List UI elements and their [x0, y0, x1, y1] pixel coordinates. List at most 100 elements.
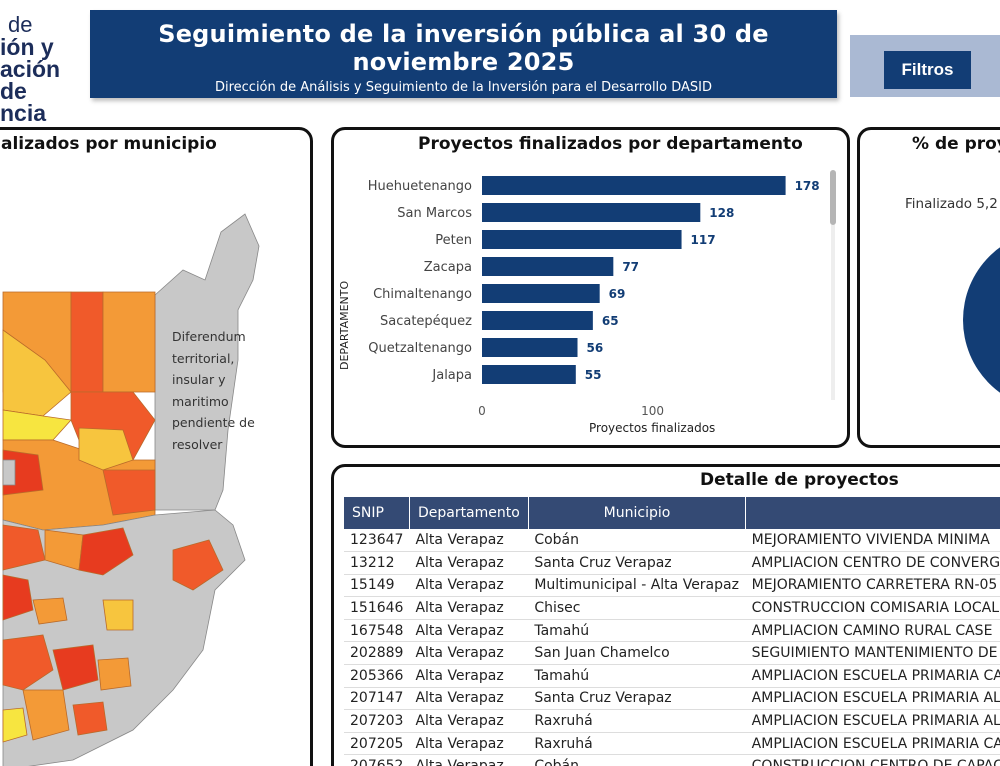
map-region-south-6 [2, 574, 34, 621]
cell-proyecto: SEGUIMIENTO MANTENIMIENTO DE [745, 641, 1000, 666]
filters-button[interactable]: Filtros [884, 51, 971, 89]
cell-municipio: Cobán [528, 754, 746, 766]
municipality-map[interactable] [0, 130, 313, 766]
page-title: Seguimiento de la inversión pública al 3… [158, 20, 769, 76]
cell-proyecto: AMPLIACION CENTRO DE CONVERG [745, 551, 1000, 575]
logo-line-2: ión y [0, 34, 54, 60]
cell-departamento: Alta Verapaz [409, 551, 529, 575]
map-region-peten-2 [70, 291, 104, 393]
cell-snip: 207652 [344, 754, 410, 766]
pie-slice-label: Finalizado 5,2 [905, 196, 998, 212]
bar-value-label: 178 [795, 179, 820, 193]
logo-line-4: ncia [0, 100, 47, 126]
cell-departamento: Alta Verapaz [409, 641, 529, 666]
project-table: SNIP Departamento Municipio 123647 Alta V… [344, 497, 1000, 766]
cell-departamento: Alta Verapaz [409, 529, 529, 553]
cell-departamento: Alta Verapaz [409, 596, 529, 620]
cell-departamento: Alta Verapaz [409, 664, 529, 688]
cell-proyecto: MEJORAMIENTO VIVIENDA MINIMA [745, 529, 1000, 553]
cell-departamento: Alta Verapaz [409, 732, 529, 756]
bar[interactable] [482, 338, 578, 357]
table-row[interactable]: 207147 Alta Verapaz Santa Cruz Verapaz AMPL… [344, 687, 1000, 711]
cell-snip: 205366 [344, 664, 410, 688]
table-title: Detalle de proyectos [700, 470, 899, 490]
map-region-south-9 [2, 634, 54, 691]
logo: de ión y ación de ncia [0, 12, 90, 126]
map-region-south-12 [22, 689, 70, 741]
bar-chart-title: Proyectos finalizados por departamento [418, 134, 803, 154]
map-region-south-14 [72, 701, 108, 736]
category-label: Peten [435, 233, 472, 248]
category-label: Chimaltenango [373, 287, 472, 302]
cell-municipio: Santa Cruz Verapaz [528, 687, 746, 711]
map-region-south-13 [2, 707, 28, 743]
x-tick-label: 0 [478, 404, 486, 418]
diferendum-note: Diferendum territorial, insular y mariti… [172, 329, 255, 452]
y-axis-label: DEPARTAMENTO [338, 280, 351, 370]
bar[interactable] [482, 284, 600, 303]
cell-municipio: Tamahú [528, 619, 746, 643]
map-region-south-8 [102, 599, 134, 631]
cell-proyecto: CONSTRUCCION COMISARIA LOCAL [745, 596, 1000, 620]
cell-proyecto: MEJORAMIENTO CARRETERA RN-05 [745, 574, 1000, 598]
map-region-peten-4 [2, 329, 72, 417]
map-region-central-2 [78, 427, 134, 471]
cell-proyecto: AMPLIACION CAMINO RURAL CASE [745, 619, 1000, 643]
col-header-departamento[interactable]: Departamento [409, 497, 529, 529]
table-row[interactable]: 207203 Alta Verapaz Raxruhá AMPLIACION ESCU… [344, 709, 1000, 733]
bar-value-label: 128 [709, 206, 734, 220]
pie-chart-title: % de proy [912, 134, 1000, 154]
bar-value-label: 77 [622, 260, 639, 274]
logo-line-1: de [8, 12, 33, 37]
bar[interactable] [482, 230, 682, 249]
table-row[interactable]: 207652Alta VerapazCobánCONSTRUCCION CENT… [344, 754, 1000, 766]
table-row[interactable]: 13212 Alta Verapaz Santa Cruz Verapaz AMPLI… [344, 551, 1000, 575]
table-row[interactable]: 202889 Alta Verapaz San Juan Chamelco SEGUI… [344, 641, 1000, 666]
bar-chart-panel: Proyectos finalizados por departamento H… [331, 127, 850, 448]
category-label: Quetzaltenango [368, 341, 472, 356]
cell-municipio: Tamahú [528, 664, 746, 688]
cell-municipio: Santa Cruz Verapaz [528, 551, 746, 575]
cell-proyecto: AMPLIACION ESCUELA PRIMARIA CA [745, 664, 1000, 688]
category-label: Huehuetenango [368, 179, 472, 194]
bar[interactable] [482, 257, 614, 276]
x-tick-label: 100 [641, 404, 664, 418]
chart-scrollbar-track [831, 225, 835, 400]
col-header-municipio[interactable]: Municipio [528, 497, 747, 529]
cell-proyecto: CONSTRUCCION CENTRO DE CAPAC [745, 754, 1000, 766]
table-row[interactable]: 167548 Alta Verapaz Tamahú AMPLIACION CAMIN… [344, 619, 1000, 643]
bar[interactable] [482, 176, 786, 195]
table-row[interactable]: 15149 Alta Verapaz Multimunicipal - Alta V… [344, 574, 1000, 598]
title-banner: Seguimiento de la inversión pública al 3… [90, 10, 837, 98]
table-header-row: SNIP Departamento Municipio [344, 497, 1000, 529]
table-row[interactable]: 207205 Alta Verapaz Raxruhá AMPLIACION ESCU… [344, 732, 1000, 756]
bar[interactable] [482, 311, 593, 330]
cell-municipio: Chisec [528, 596, 746, 620]
cell-proyecto: AMPLIACION ESCUELA PRIMARIA AL [745, 687, 1000, 711]
table-row[interactable]: 123647 Alta Verapaz Cobán MEJORAMIENTO VIVI… [344, 529, 1000, 553]
col-header-proyecto[interactable] [745, 497, 1000, 529]
cell-snip: 167548 [344, 619, 410, 643]
table-row[interactable]: 151646 Alta Verapaz Chisec CONSTRUCCION COM… [344, 596, 1000, 620]
bar[interactable] [482, 365, 576, 384]
bar[interactable] [482, 203, 701, 222]
cell-municipio: Raxruhá [528, 709, 746, 733]
x-axis-label: Proyectos finalizados [589, 421, 716, 435]
cell-snip: 202889 [344, 641, 410, 666]
category-label: San Marcos [397, 206, 472, 221]
col-header-snip[interactable]: SNIP [344, 497, 410, 529]
table-row[interactable]: 205366 Alta Verapaz Tamahú AMPLIACION ESCUE… [344, 664, 1000, 688]
map-region-south-11 [97, 657, 132, 691]
bar-value-label: 55 [585, 368, 602, 382]
pie-slice-finalizado[interactable] [963, 230, 1000, 410]
cell-snip: 123647 [344, 529, 410, 553]
cell-municipio: Raxruhá [528, 732, 746, 756]
project-table-panel: Detalle de proyectos SNIP Departamento M… [331, 464, 1000, 766]
cell-departamento: Alta Verapaz [409, 574, 529, 598]
category-label: Sacatepéquez [380, 314, 472, 329]
map-title: alizados por municipio [1, 134, 217, 154]
bar-chart[interactable]: Huehuetenango 178 San Marcos 128 Peten 117 Zac… [334, 130, 850, 448]
chart-scrollbar[interactable] [830, 170, 836, 225]
cell-snip: 151646 [344, 596, 410, 620]
cell-proyecto: AMPLIACION ESCUELA PRIMARIA CA [745, 732, 1000, 756]
